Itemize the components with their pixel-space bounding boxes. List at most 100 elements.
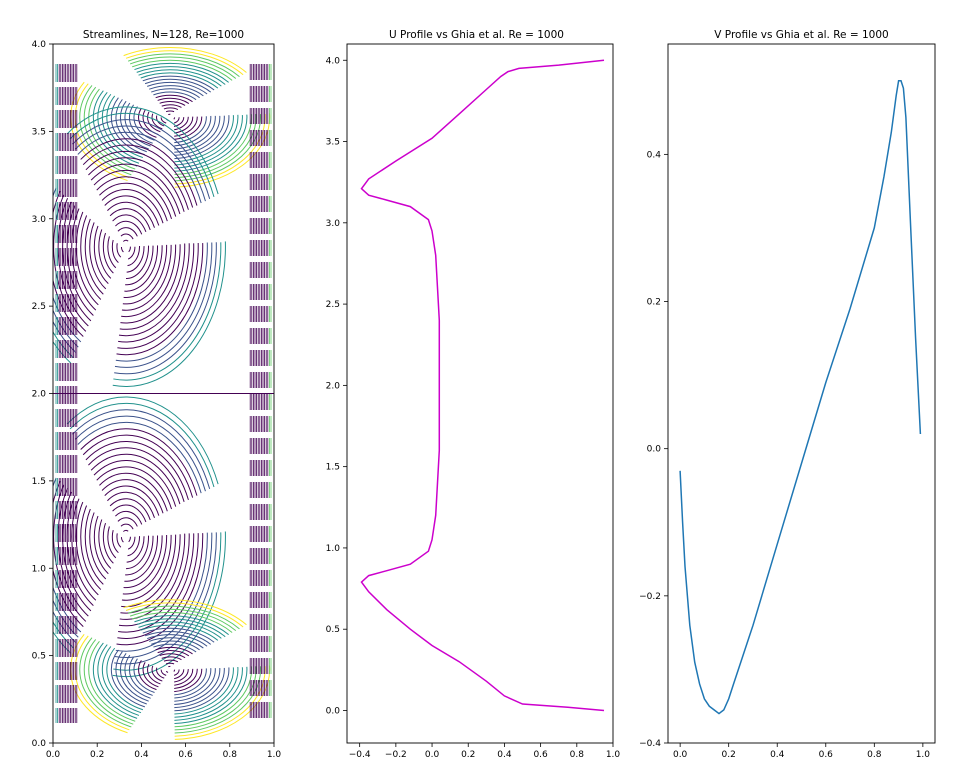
streamline xyxy=(142,97,198,137)
streamline xyxy=(106,72,234,163)
x-tick-label: −0.2 xyxy=(385,750,407,760)
y-tick-label: 4.0 xyxy=(326,56,341,66)
streamline xyxy=(80,472,172,601)
streamline xyxy=(53,434,199,639)
streamline xyxy=(92,62,248,172)
streamline xyxy=(83,608,257,731)
streamline xyxy=(53,125,213,368)
streamline xyxy=(97,66,243,169)
streamline xyxy=(115,631,225,709)
y-tick-label: 2.0 xyxy=(32,390,47,400)
x-tick-label: 0.2 xyxy=(461,750,475,760)
streamline xyxy=(66,163,186,330)
y-tick-label: 4.0 xyxy=(32,40,47,50)
streamline xyxy=(156,107,185,128)
streamline xyxy=(115,78,225,156)
streamline xyxy=(93,201,159,292)
streamline xyxy=(79,53,262,182)
streamline xyxy=(116,523,136,550)
streamline xyxy=(110,627,230,712)
streamline xyxy=(160,110,180,125)
streamline xyxy=(147,100,194,134)
streamline xyxy=(151,656,189,683)
y-tick-label: 1.5 xyxy=(326,463,340,473)
streamlines-title: Streamlines, N=128, Re=1000 xyxy=(83,29,244,41)
y-tick-label: 0.5 xyxy=(32,652,46,662)
y-tick-label: 1.5 xyxy=(32,477,46,487)
streamline xyxy=(147,653,194,687)
x-tick-label: 0.8 xyxy=(867,750,882,760)
x-tick-label: 0.6 xyxy=(819,750,834,760)
x-tick-label: 0.0 xyxy=(673,750,688,760)
streamline xyxy=(107,220,145,273)
streamline xyxy=(102,504,150,570)
y-tick-label: 0.0 xyxy=(32,739,47,749)
streamline xyxy=(128,640,212,699)
streamline xyxy=(80,182,172,311)
streamline xyxy=(53,138,204,356)
streamline xyxy=(53,112,222,381)
streamline xyxy=(53,131,208,362)
streamline xyxy=(102,214,150,280)
v-profile-axes-frame xyxy=(667,43,936,744)
streamline xyxy=(98,208,154,286)
streamline xyxy=(165,113,176,122)
streamline xyxy=(57,150,195,343)
y-tick-label: 0.4 xyxy=(647,150,662,160)
x-tick-label: 0.0 xyxy=(46,750,61,760)
y-tick-label: 2.0 xyxy=(326,381,341,391)
streamline xyxy=(57,440,195,633)
streamline xyxy=(53,402,222,671)
y-tick-label: 1.0 xyxy=(326,544,341,554)
x-tick-label: 1.0 xyxy=(916,750,931,760)
streamline xyxy=(89,485,163,589)
streamline xyxy=(107,510,145,563)
x-tick-label: 0.6 xyxy=(178,750,193,760)
streamline xyxy=(142,650,198,690)
x-tick-label: 0.4 xyxy=(770,750,785,760)
streamlines-ticks: 0.0 0.2 0.4 0.6 0.8 1.0 0.0 0.5 1.0 1.5 2.0 2.5 3.0 3… xyxy=(32,40,282,760)
y-tick-label: 0.0 xyxy=(326,706,341,716)
x-tick-label: 1.0 xyxy=(267,750,282,760)
y-tick-label: 3.5 xyxy=(32,127,46,137)
streamline xyxy=(75,176,177,318)
streamline xyxy=(53,119,217,375)
streamline xyxy=(160,662,180,677)
streamlines-panel: Streamlines, N=128, Re=1000 0.0 0.2 0.4 0.6… xyxy=(32,29,282,760)
streamline xyxy=(120,239,131,254)
streamline xyxy=(62,157,190,337)
y-tick-label: −0.4 xyxy=(639,739,661,749)
streamline xyxy=(120,529,131,544)
streamline xyxy=(138,646,203,693)
streamline xyxy=(111,517,141,557)
x-tick-label: 0.8 xyxy=(223,750,238,760)
streamline-field xyxy=(53,46,274,741)
y-tick-label: 3.0 xyxy=(32,215,47,225)
v-profile-panel: V Profile vs Ghia et al. Re = 1000 0.0 0.… xyxy=(639,29,936,760)
streamline xyxy=(79,605,262,734)
streamline xyxy=(156,659,185,680)
streamline xyxy=(97,618,243,721)
streamline xyxy=(133,643,207,696)
streamline xyxy=(165,665,176,674)
x-tick-label: 0.2 xyxy=(90,750,104,760)
u-profile-panel: U Profile vs Ghia et al. Re = 1000 −0.4−… xyxy=(326,29,621,760)
streamline xyxy=(83,56,257,179)
streamline xyxy=(111,227,141,267)
streamline xyxy=(119,81,221,153)
streamline xyxy=(128,88,212,147)
y-tick-label: 2.5 xyxy=(326,300,340,310)
streamline xyxy=(133,91,207,144)
streamline xyxy=(101,621,239,718)
streamline xyxy=(71,169,181,324)
streamline xyxy=(53,106,226,387)
streamline xyxy=(124,85,216,150)
streamline xyxy=(84,189,168,305)
streamline xyxy=(106,624,234,715)
u-profile-ticks: −0.4 −0.2 0.0 0.2 0.4 0.6 0.8 1.0 0.0 0.5 1.0 1.5 2.… xyxy=(326,56,621,760)
y-tick-label: 3.5 xyxy=(326,138,340,148)
streamline xyxy=(84,479,168,595)
x-tick-label: 0.0 xyxy=(425,750,440,760)
